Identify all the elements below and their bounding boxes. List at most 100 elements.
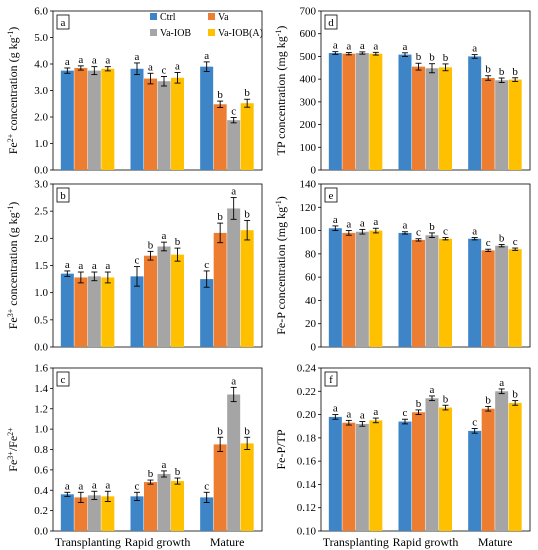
- y-tick-label: 0.22: [297, 386, 316, 398]
- bar: [328, 53, 342, 171]
- bar: [171, 77, 184, 170]
- significance-letter: a: [346, 41, 351, 53]
- y-tick-label: 2.0: [34, 112, 48, 124]
- bar: [481, 408, 495, 531]
- panel-letter-text: d: [328, 17, 334, 29]
- significance-letter: a: [360, 410, 365, 422]
- panel-letter-box: [324, 187, 338, 203]
- y-tick-label: 6.0: [34, 6, 48, 18]
- significance-letter: a: [92, 479, 97, 491]
- significance-letter: b: [512, 389, 518, 401]
- significance-letter: a: [78, 260, 83, 272]
- y-tick-label: 0.16: [297, 456, 317, 468]
- y-tick-label: 1.2: [34, 403, 48, 415]
- significance-letter: a: [92, 260, 97, 272]
- y-axis-label: Fe-P/TP: [274, 429, 288, 469]
- significance-letter: c: [443, 226, 448, 238]
- bar: [101, 496, 115, 531]
- bar: [468, 238, 482, 347]
- y-tick-label: 700: [300, 6, 317, 18]
- bar: [412, 412, 425, 531]
- bar: [398, 54, 412, 170]
- panel-letter: d: [324, 14, 338, 30]
- bar: [508, 402, 522, 531]
- significance-letter: b: [416, 398, 422, 410]
- panel-letter-text: b: [60, 190, 66, 202]
- bar: [227, 120, 241, 170]
- significance-letter: c: [135, 480, 140, 492]
- bar: [508, 79, 522, 170]
- bar: [355, 423, 369, 531]
- significance-letter: c: [204, 259, 209, 271]
- bar: [101, 277, 115, 347]
- panel-letter-box: [324, 14, 338, 30]
- panel-letter: e: [324, 187, 338, 203]
- significance-letter: a: [105, 479, 110, 491]
- bar: [130, 68, 144, 170]
- bar: [74, 67, 88, 170]
- bar: [144, 482, 157, 531]
- y-tick-label: 1.6: [34, 363, 48, 375]
- bar: [144, 255, 157, 347]
- bar: [240, 230, 254, 347]
- significance-letter: a: [148, 61, 153, 73]
- x-category-label: Rapid growth: [125, 535, 191, 549]
- significance-letter: a: [65, 480, 70, 492]
- panel-letter: f: [324, 371, 338, 387]
- panel-letter: a: [56, 14, 70, 30]
- bar: [508, 249, 522, 347]
- panel-letter: b: [56, 187, 70, 203]
- y-tick-label: 0.18: [297, 432, 317, 444]
- bar: [87, 276, 101, 347]
- significance-letter: b: [244, 425, 250, 437]
- y-tick-label: 3.0: [34, 85, 48, 97]
- legend-swatch: [150, 13, 157, 20]
- bar: [240, 103, 254, 170]
- y-axis-label: Fe-P concentration (mg kg-1): [274, 196, 289, 335]
- significance-letter: b: [217, 89, 223, 101]
- significance-letter: a: [472, 226, 477, 238]
- significance-letter: b: [485, 64, 491, 76]
- significance-letter: a: [499, 377, 504, 389]
- bar: [468, 56, 482, 170]
- y-tick-label: 3.0: [34, 179, 48, 191]
- x-category-label: Rapid growth: [393, 535, 459, 549]
- y-tick-label: 0.12: [297, 502, 316, 514]
- bar: [439, 67, 452, 170]
- panel-d: 0 100 200 300 400 500 600 700 TP concentration (…: [274, 6, 531, 177]
- legend-label: Va: [218, 12, 229, 23]
- panel-b: 0.0 0.5 1.0 1.5 2.0 2.5 3.0 Fe3+ concentration …: [6, 179, 263, 354]
- y-tick-label: 0.20: [297, 409, 317, 421]
- significance-letter: a: [430, 384, 435, 396]
- y-axis-label: Fe3+ concentration (g kg-1): [6, 202, 21, 330]
- significance-letter: a: [78, 54, 83, 66]
- significance-letter: b: [485, 394, 491, 406]
- y-tick-label: 1.5: [34, 260, 48, 272]
- significance-letter: b: [443, 52, 449, 64]
- bar: [342, 422, 356, 531]
- y-tick-label: 1.0: [34, 424, 48, 436]
- significance-letter: a: [204, 50, 209, 62]
- significance-letter: c: [403, 407, 408, 419]
- bar: [481, 78, 495, 170]
- panel-letter-box: [324, 371, 338, 387]
- panel-c: 0.0 0.2 0.4 0.6 0.8 1.0 1.2 1.4 1.6 Fe3+/Fe2+ c a c c…: [6, 363, 263, 538]
- legend-swatch: [208, 13, 215, 20]
- bar: [157, 81, 171, 170]
- legend-item: Va-IOB(A): [208, 28, 263, 39]
- legend-item: Ctrl: [150, 12, 176, 23]
- y-tick-label: 100: [300, 225, 317, 237]
- significance-letter: c: [472, 417, 477, 429]
- x-category-label: Mature: [478, 535, 513, 549]
- legend-swatch: [208, 29, 215, 36]
- bar: [200, 66, 214, 170]
- significance-letter: b: [416, 51, 422, 63]
- y-tick-label: 5.0: [34, 32, 48, 44]
- y-axis-label: TP concentration (mg kg-1): [274, 26, 289, 156]
- bar: [60, 494, 74, 531]
- significance-letter: a: [333, 40, 338, 52]
- significance-letter: a: [105, 260, 110, 272]
- y-tick-label: 0.2: [34, 505, 48, 517]
- significance-letter: c: [135, 255, 140, 267]
- panel-letter: c: [56, 371, 70, 387]
